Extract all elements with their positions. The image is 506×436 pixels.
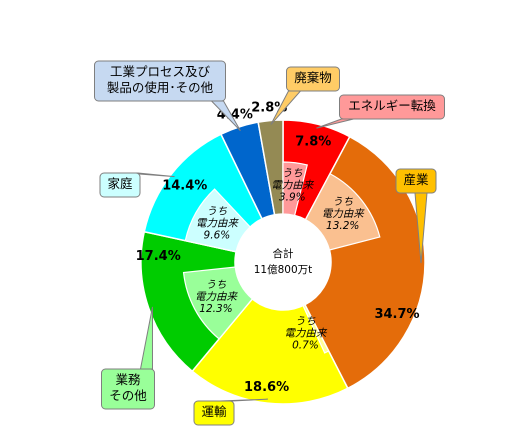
inner-label-0: うち電力由来 3.9%: [271, 168, 314, 204]
inner-ring: [182, 161, 381, 354]
outer-pct-label-0: 7.8%: [295, 135, 331, 150]
outer-pct-label-1: 34.7%: [374, 307, 419, 322]
callout-label-2: 運輸: [201, 404, 227, 419]
inner-slice-1: [304, 172, 381, 251]
slice-labels: 7.8%34.7%18.6%17.4%14.4%4.4%2.8%うち電力由来 3.…: [136, 101, 420, 395]
center-title: 合計: [273, 247, 294, 260]
callout-box-3: [101, 368, 155, 410]
inner-label-2: うち電力由来 0.7%: [284, 316, 327, 352]
inner-label-1: うち電力由来 13.2%: [322, 196, 365, 232]
callout-box-5: [94, 60, 226, 102]
inner-slice-2: [302, 303, 330, 354]
center-hole: 合計 11億800万t: [236, 215, 330, 309]
center-total: 11億800万t: [254, 263, 313, 276]
callout-label-3: 業務その他: [109, 372, 147, 403]
callout-label-1: 産業: [403, 172, 429, 187]
outer-pct-label-3: 17.4%: [136, 249, 181, 264]
inner-label-3: うち電力由来 12.3%: [195, 279, 238, 315]
callout-label-4: 家庭: [107, 176, 133, 191]
inner-slice-0: [282, 161, 308, 217]
inner-label-4: うち電力由来 9.6%: [196, 205, 239, 241]
inner-slice-4: [184, 188, 252, 253]
callout-box-0: [339, 94, 445, 120]
center-circle: [236, 215, 330, 309]
callout-box-1: [395, 168, 437, 194]
outer-pct-label-2: 18.6%: [244, 380, 289, 395]
outer-pct-label-4: 14.4%: [162, 179, 207, 194]
callout-box-6: [286, 66, 340, 92]
callout-box-2: [193, 400, 235, 426]
callout-pointer-3: [139, 306, 154, 370]
callout-pointer-0: [316, 118, 354, 129]
inner-slice-3: [182, 266, 254, 340]
callout-label-6: 廃棄物: [294, 70, 332, 85]
callout-label-0: エネルギー転換: [348, 98, 436, 113]
callout-box-4: [99, 172, 141, 198]
callout-label-5: 工業プロセス及び製品の使用･その他: [107, 64, 214, 95]
